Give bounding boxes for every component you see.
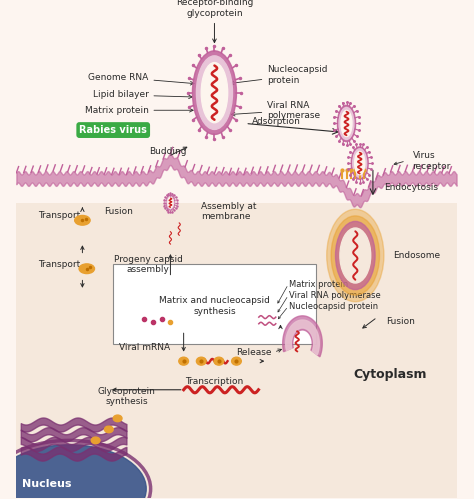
Polygon shape: [283, 316, 322, 357]
Text: Fusion: Fusion: [104, 207, 133, 216]
Ellipse shape: [214, 357, 224, 365]
Ellipse shape: [331, 216, 380, 295]
FancyBboxPatch shape: [113, 264, 316, 343]
Ellipse shape: [201, 62, 228, 123]
Ellipse shape: [336, 222, 375, 289]
Text: Nucleus: Nucleus: [22, 480, 72, 490]
Text: Assembly at
membrane: Assembly at membrane: [201, 202, 257, 221]
Ellipse shape: [91, 437, 100, 444]
Ellipse shape: [232, 357, 241, 365]
Ellipse shape: [196, 357, 206, 365]
Ellipse shape: [327, 209, 384, 302]
Ellipse shape: [341, 110, 352, 137]
Ellipse shape: [337, 105, 356, 142]
Text: Matrix protein: Matrix protein: [84, 106, 193, 115]
Polygon shape: [286, 320, 319, 355]
Ellipse shape: [355, 151, 365, 175]
Ellipse shape: [192, 51, 237, 134]
Ellipse shape: [196, 56, 233, 129]
Text: Endosome: Endosome: [393, 251, 440, 260]
Ellipse shape: [0, 445, 146, 499]
Text: Progeny capsid
assembly: Progeny capsid assembly: [114, 254, 183, 274]
Text: Fusion: Fusion: [386, 317, 415, 326]
Ellipse shape: [340, 228, 371, 283]
Ellipse shape: [79, 264, 94, 273]
Text: Matrix and nucleocapsid
synthesis: Matrix and nucleocapsid synthesis: [159, 296, 270, 316]
Text: Adsorption: Adsorption: [252, 117, 301, 126]
FancyBboxPatch shape: [3, 22, 470, 203]
Text: Rabies virus: Rabies virus: [79, 125, 147, 135]
Text: Nucleocapsid
protein: Nucleocapsid protein: [230, 65, 328, 85]
Text: Transport: Transport: [38, 212, 81, 221]
Text: Transport: Transport: [38, 260, 81, 269]
Ellipse shape: [113, 415, 122, 422]
Text: Viral RNA polymerase: Viral RNA polymerase: [289, 290, 381, 299]
Ellipse shape: [351, 147, 368, 179]
Text: Release: Release: [236, 348, 272, 357]
Text: Lipid bilayer: Lipid bilayer: [92, 90, 192, 99]
Ellipse shape: [179, 357, 189, 365]
Text: Receptor-binding
glycoprotein: Receptor-binding glycoprotein: [176, 0, 253, 42]
Ellipse shape: [339, 107, 354, 139]
Ellipse shape: [167, 197, 174, 209]
Text: Matrix protein: Matrix protein: [289, 279, 348, 288]
Text: Cytoplasm: Cytoplasm: [354, 368, 427, 381]
Text: Genome RNA: Genome RNA: [88, 73, 194, 85]
Ellipse shape: [75, 216, 90, 225]
Text: Endocytosis: Endocytosis: [384, 183, 438, 192]
Ellipse shape: [166, 196, 174, 210]
Text: Budding: Budding: [149, 148, 187, 157]
FancyBboxPatch shape: [3, 154, 470, 499]
Ellipse shape: [353, 149, 367, 177]
Text: Viral RNA
polymerase: Viral RNA polymerase: [231, 101, 320, 120]
Text: Nucleocapsid protein: Nucleocapsid protein: [289, 301, 378, 311]
Ellipse shape: [168, 198, 173, 208]
Text: Viral mRNA: Viral mRNA: [119, 343, 171, 352]
Text: Transcription: Transcription: [185, 377, 244, 386]
Text: Virus
receptor: Virus receptor: [412, 151, 451, 171]
Ellipse shape: [104, 426, 113, 433]
Text: Glycoprotein
synthesis: Glycoprotein synthesis: [98, 387, 155, 406]
